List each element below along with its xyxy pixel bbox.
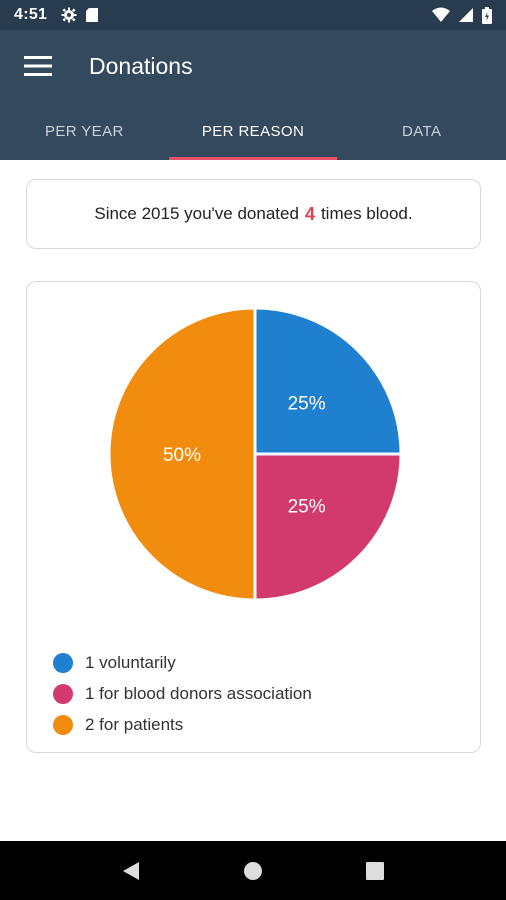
wifi-icon [432, 7, 450, 23]
tab-label: DATA [401, 122, 442, 140]
status-bar: 4:51 [0, 0, 506, 30]
back-icon[interactable] [111, 851, 151, 891]
battery-icon [482, 6, 492, 24]
tab-per-year[interactable]: PER YEAR [0, 102, 169, 160]
summary-card: Since 2015 you've donated 4 times blood. [26, 179, 481, 249]
status-time: 4:51 [14, 6, 48, 23]
summary-prefix: Since 2015 you've donated [94, 204, 299, 223]
pie-slice[interactable] [253, 306, 403, 456]
legend-swatch [53, 683, 73, 704]
legend-swatch [53, 652, 73, 673]
legend-item: 1 voluntarily [53, 647, 312, 678]
tab-data[interactable]: DATA [337, 102, 506, 160]
legend-item: 2 for patients [53, 709, 312, 740]
tab-label: PER YEAR [44, 122, 124, 140]
hamburger-menu-icon[interactable] [0, 30, 76, 102]
pie-slice-label: 50% [163, 445, 201, 466]
app-bar: Donations [0, 30, 506, 102]
recents-icon[interactable] [355, 851, 395, 891]
page-title: Donations [89, 52, 193, 79]
chart-card: 25% 25% 50% 1 voluntarily 1 for blood donor… [26, 281, 481, 753]
tab-per-reason[interactable]: PER REASON [168, 102, 338, 160]
pie-slice-label: 25% [288, 497, 326, 518]
legend-item: 1 for blood donors association [53, 678, 312, 709]
summary-suffix: times blood. [320, 204, 413, 223]
tab-bar: PER YEAR PER REASON DATA [0, 102, 506, 160]
donation-count: 4 [304, 203, 315, 224]
legend-swatch [53, 714, 73, 735]
pie-slice-label: 25% [288, 393, 326, 414]
pie-chart: 25% 25% 50% [107, 306, 403, 602]
legend-label: 1 for blood donors association [85, 683, 312, 703]
legend-label: 1 voluntarily [85, 652, 176, 672]
navigation-bar [0, 841, 506, 900]
pie-slice[interactable] [107, 306, 257, 602]
home-icon[interactable] [233, 851, 273, 891]
chart-legend: 1 voluntarily 1 for blood donors associat… [53, 647, 312, 740]
pie-slice[interactable] [253, 452, 403, 602]
sd-card-icon [85, 7, 99, 23]
signal-icon [458, 7, 474, 23]
settings-icon [61, 7, 77, 23]
tab-label: PER REASON [201, 122, 305, 140]
legend-label: 2 for patients [85, 714, 184, 734]
